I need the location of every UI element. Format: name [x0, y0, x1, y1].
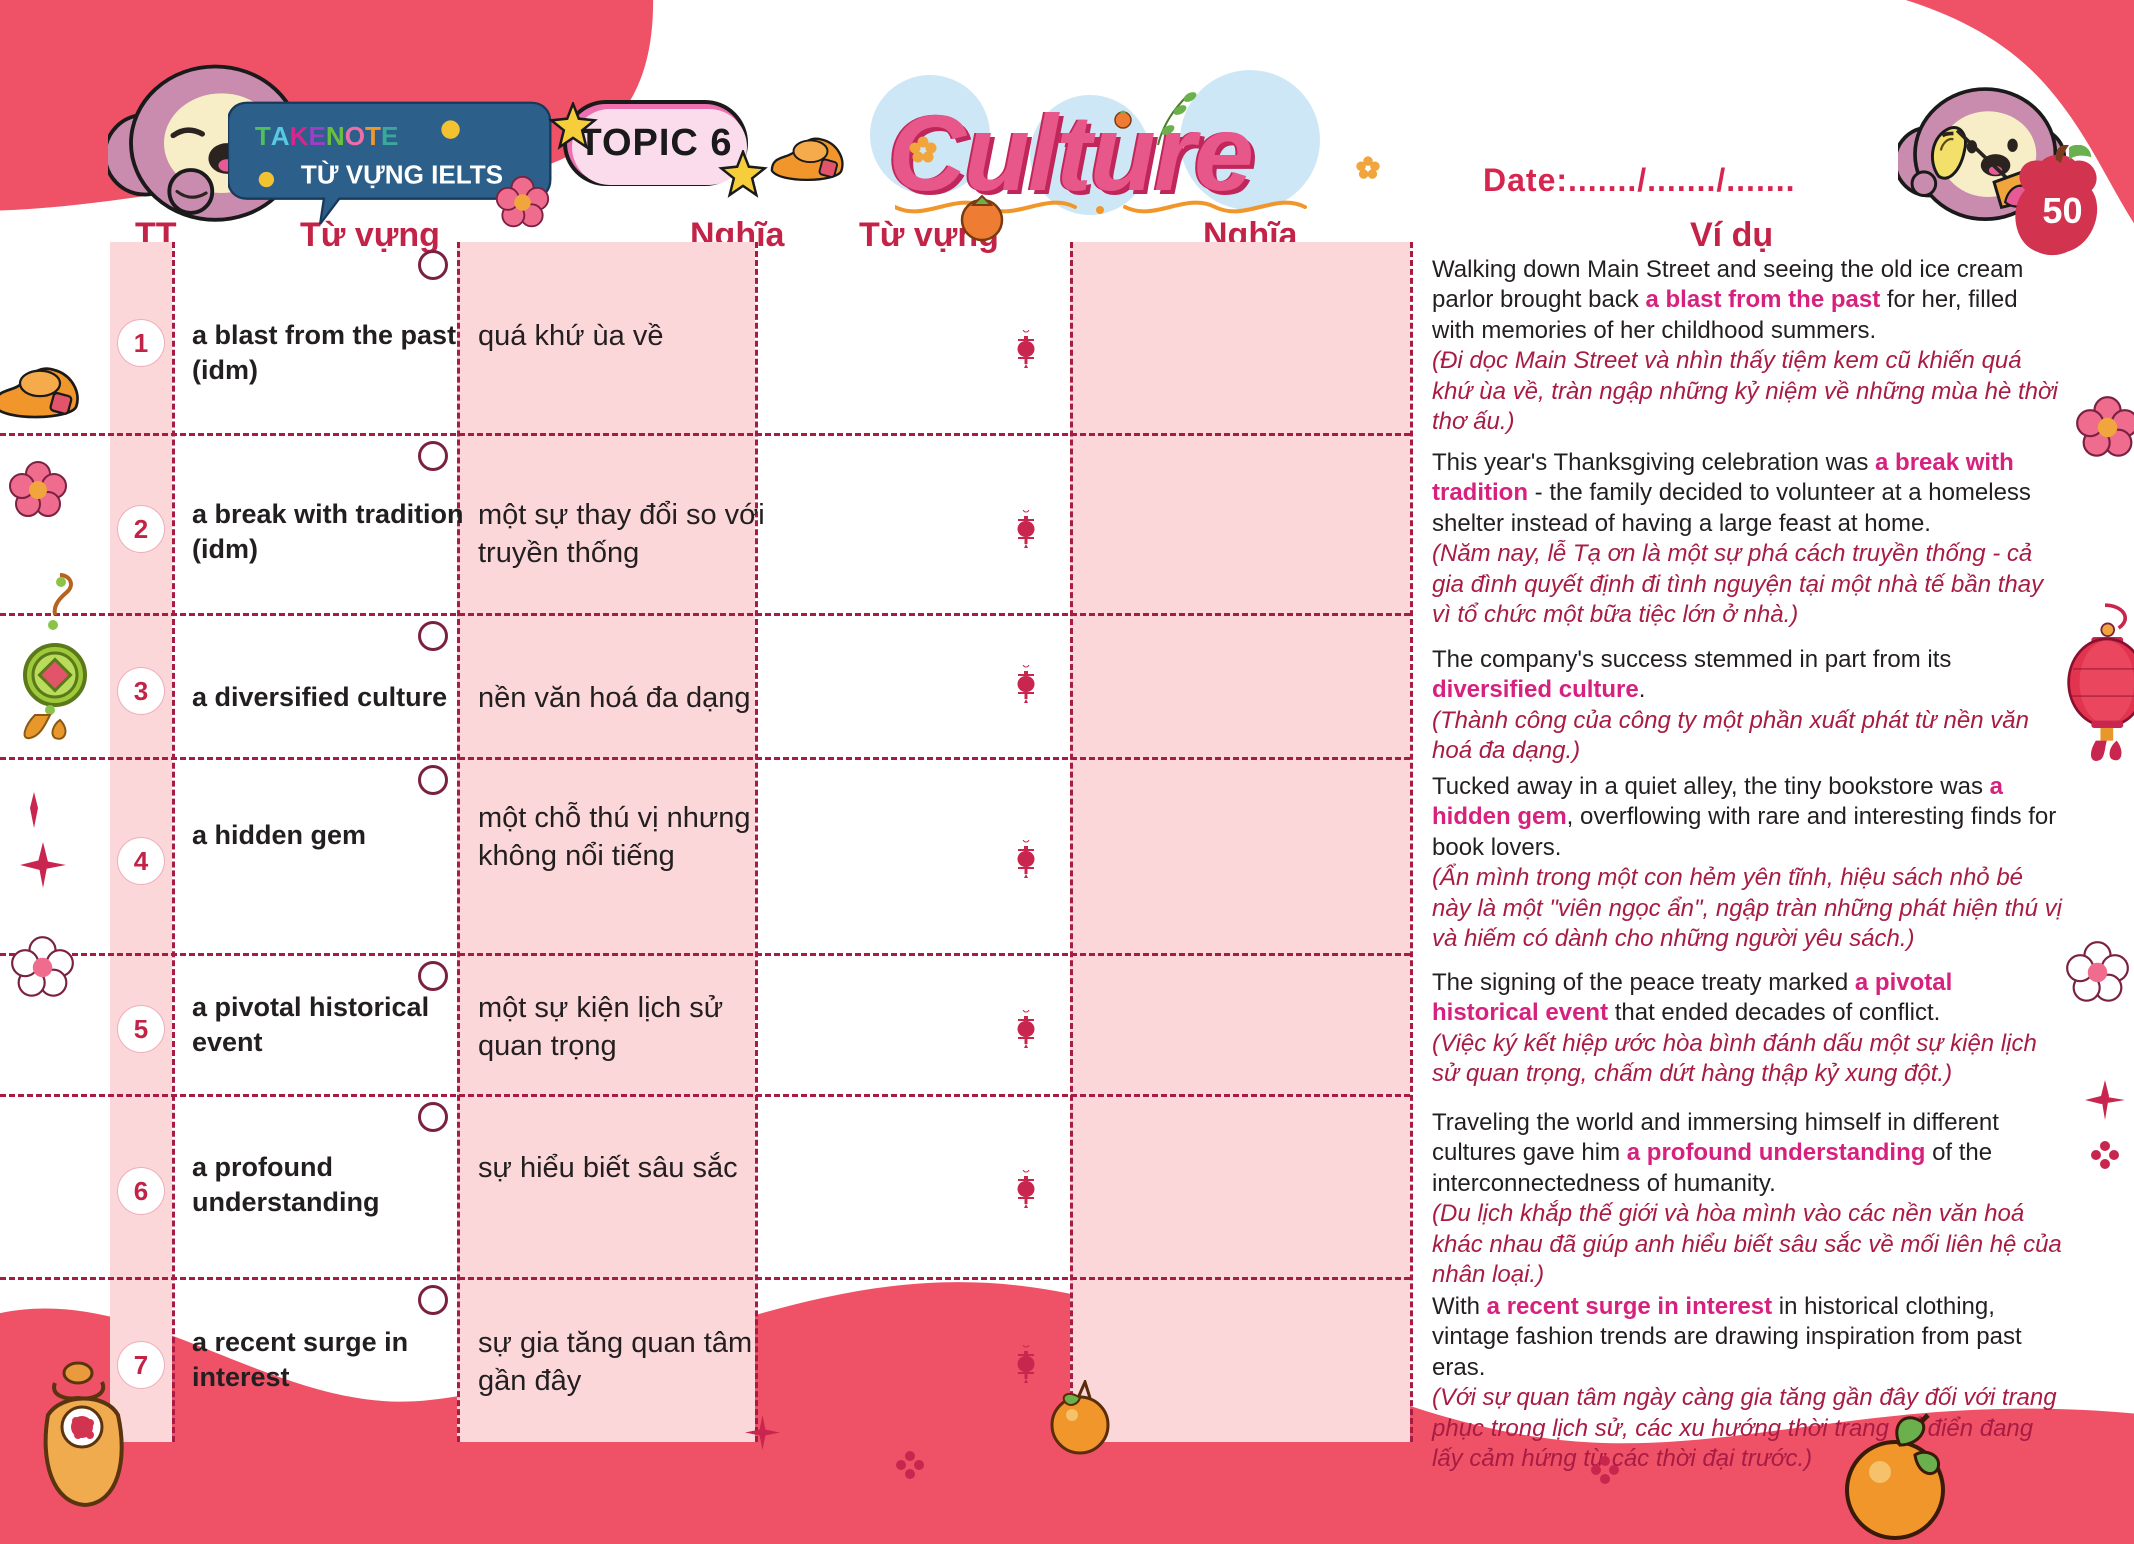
- svg-text:TỪ VỰNG IELTS: TỪ VỰNG IELTS: [301, 159, 503, 189]
- svg-text:50: 50: [2042, 190, 2082, 231]
- svg-text:TAKENOTE: TAKENOTE: [255, 121, 399, 151]
